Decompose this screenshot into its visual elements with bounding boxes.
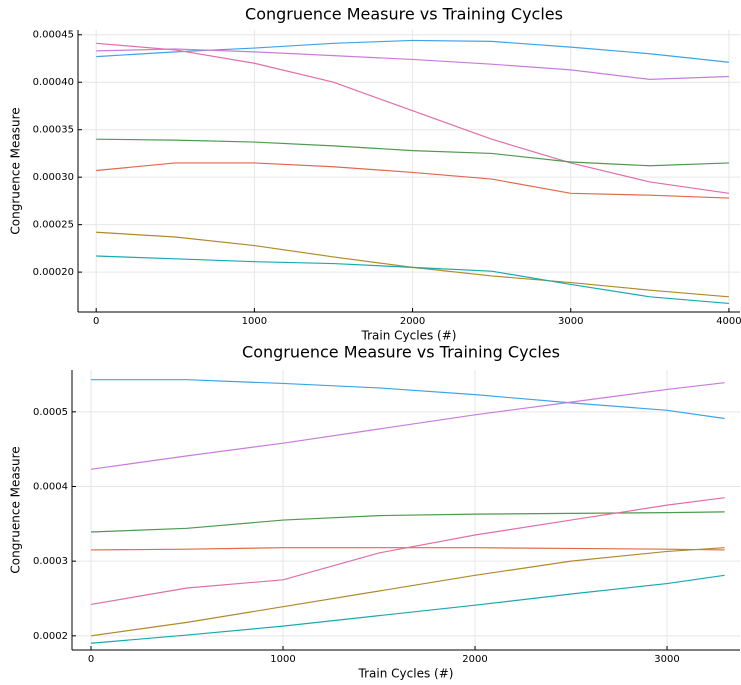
series-line — [96, 255, 729, 305]
series-line — [90, 547, 725, 637]
y-tick-label: 0.00030 — [33, 172, 74, 183]
series-line — [96, 48, 729, 80]
series-line — [90, 382, 725, 470]
series-line — [96, 42, 730, 194]
x-tick-label: 4000 — [716, 316, 741, 327]
x-tick-label: 3000 — [654, 654, 679, 665]
series-line — [90, 511, 725, 533]
x-tick-label: 0 — [88, 654, 94, 665]
y-tick-label: 0.0004 — [33, 481, 68, 492]
y-tick-label: 0.00035 — [33, 125, 74, 136]
chart-title: Congruence Measure vs Training Cycles — [245, 5, 563, 24]
y-tick-label: 0.00040 — [33, 77, 74, 88]
x-tick-label: 1000 — [270, 654, 295, 665]
chart-title: Congruence Measure vs Training Cycles — [242, 343, 560, 362]
x-tick-label: 2000 — [400, 316, 425, 327]
series-line — [96, 162, 729, 199]
y-tick-label: 0.00045 — [33, 30, 74, 41]
y-axis-label: Congruence Measure — [9, 107, 23, 234]
x-tick-label: 3000 — [558, 316, 583, 327]
series-line — [96, 39, 729, 63]
x-axis-label: Train Cycles (#) — [361, 329, 457, 343]
y-tick-label: 0.0002 — [33, 631, 68, 642]
y-tick-label: 0.00025 — [33, 220, 74, 231]
y-axis-label: Congruence Measure — [9, 446, 23, 573]
series-line — [90, 574, 725, 644]
x-tick-label: 0 — [93, 316, 99, 327]
y-tick-label: 0.0005 — [33, 407, 68, 418]
series-line — [90, 497, 725, 606]
x-axis-label: Train Cycles (#) — [358, 667, 454, 681]
x-tick-label: 1000 — [242, 316, 267, 327]
series-line — [91, 379, 725, 420]
y-tick-label: 0.0003 — [33, 556, 68, 567]
series-line — [91, 547, 725, 551]
y-tick-label: 0.00020 — [33, 267, 74, 278]
series-line — [96, 138, 729, 167]
x-tick-label: 2000 — [462, 654, 487, 665]
